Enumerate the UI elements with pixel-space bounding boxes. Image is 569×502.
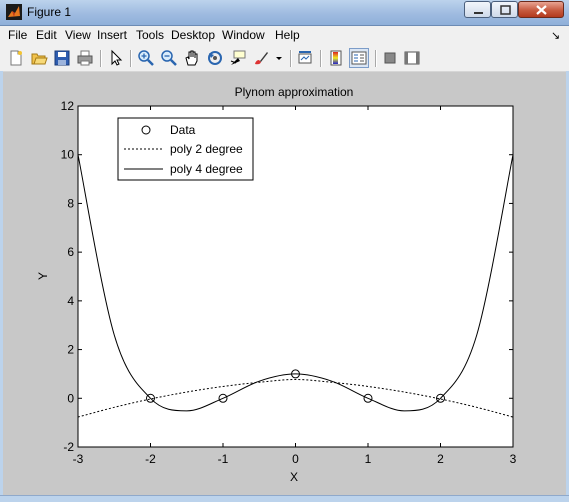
open-file-icon[interactable]: [30, 49, 48, 67]
close-icon: [536, 5, 547, 15]
data-point-marker: [146, 393, 155, 403]
edit-plot-arrow-icon[interactable]: [107, 49, 125, 67]
matlab-icon: [6, 4, 22, 20]
toolbar-separator: [320, 50, 322, 67]
menu-edit[interactable]: Edit: [36, 28, 57, 42]
minimize-button[interactable]: [464, 1, 491, 18]
maximize-button[interactable]: [491, 1, 518, 18]
data-point-marker: [218, 393, 228, 403]
rotate-3d-icon[interactable]: [206, 49, 224, 67]
dock-arrow-icon[interactable]: ↘: [551, 30, 561, 42]
zoom-in-icon[interactable]: [137, 49, 155, 67]
toolbar-separator: [130, 50, 132, 67]
menu-desktop[interactable]: Desktop: [171, 28, 216, 42]
toolbar-separator: [375, 50, 377, 67]
legend-marker-data: [141, 125, 151, 135]
legend-label-poly4: poly 4 degree: [170, 162, 243, 176]
data-markers: [146, 369, 445, 403]
y-tick-label: 4: [67, 294, 74, 308]
poly-4-degree-line: [78, 154, 513, 412]
new-figure-icon[interactable]: [7, 49, 25, 67]
x-tick-label: 1: [365, 452, 372, 466]
poly-2-degree-line: [78, 379, 513, 418]
print-icon[interactable]: [76, 49, 94, 67]
pan-hand-icon[interactable]: [183, 49, 201, 67]
data-point-marker: [291, 369, 300, 379]
x-tick-label: 2: [437, 452, 444, 466]
brush-dropdown-icon[interactable]: [275, 49, 283, 67]
save-icon[interactable]: [53, 49, 71, 67]
minimize-icon: [474, 12, 483, 14]
plot-curves: [78, 154, 513, 418]
menu-tools[interactable]: Tools: [136, 28, 165, 42]
x-tick-label: -2: [145, 452, 156, 466]
link-plot-icon[interactable]: [296, 49, 314, 67]
figure-toolbar: [0, 46, 569, 72]
y-axis-label: Y: [36, 272, 50, 280]
hide-plot-tools-icon[interactable]: [381, 49, 399, 67]
window-title: Figure 1: [27, 5, 72, 19]
toolbar-separator: [100, 50, 102, 67]
toolbar-separator: [290, 50, 292, 67]
data-point-marker: [436, 393, 445, 403]
menu-help[interactable]: Help: [275, 28, 300, 42]
legend-label-poly2: poly 2 degree: [170, 142, 243, 156]
chart-title: Plynom approximation: [235, 85, 354, 99]
menu-bar: File Edit View Insert Tools Desktop Wind…: [0, 26, 569, 46]
x-tick-label: 3: [510, 452, 517, 466]
y-tick-label: 10: [61, 148, 75, 162]
x-tick-label: 0: [292, 452, 299, 466]
show-plot-tools-icon[interactable]: [403, 49, 421, 67]
data-cursor-icon[interactable]: [229, 49, 247, 67]
close-button[interactable]: [518, 1, 564, 18]
window-frame-right: [566, 71, 569, 495]
menu-file[interactable]: File: [8, 28, 28, 42]
zoom-out-icon[interactable]: [160, 49, 178, 67]
menu-view[interactable]: View: [65, 28, 91, 42]
x-tick-label: -1: [218, 452, 229, 466]
menu-insert[interactable]: Insert: [97, 28, 128, 42]
insert-legend-icon: [351, 51, 367, 65]
window-frame-bottom: [0, 495, 569, 502]
window-frame-left: [0, 71, 3, 495]
data-point-marker: [363, 393, 373, 403]
maximize-icon: [500, 5, 511, 15]
menu-window[interactable]: Window: [222, 28, 265, 42]
title-bar[interactable]: Figure 1: [0, 0, 569, 26]
y-tick-label: 0: [67, 391, 74, 405]
x-tick-label: -3: [73, 452, 84, 466]
legend[interactable]: Data poly 2 degree poly 4 degree: [117, 117, 254, 181]
y-tick-label: 6: [67, 245, 74, 259]
brush-icon[interactable]: [252, 49, 270, 67]
y-tick-label: 2: [67, 343, 74, 357]
y-tick-label: -2: [63, 440, 74, 454]
x-axis-ticks: -3 -2 -1 0 1 2 3: [73, 106, 517, 466]
y-tick-label: 8: [67, 196, 74, 210]
insert-colorbar-icon[interactable]: [327, 49, 345, 67]
legend-label-data: Data: [170, 123, 196, 137]
x-axis-label: X: [290, 470, 298, 484]
insert-legend-button[interactable]: [349, 48, 369, 68]
y-tick-label: 12: [61, 99, 75, 113]
y-axis-ticks: -2 0 2 4 6 8 10 12: [61, 99, 513, 454]
